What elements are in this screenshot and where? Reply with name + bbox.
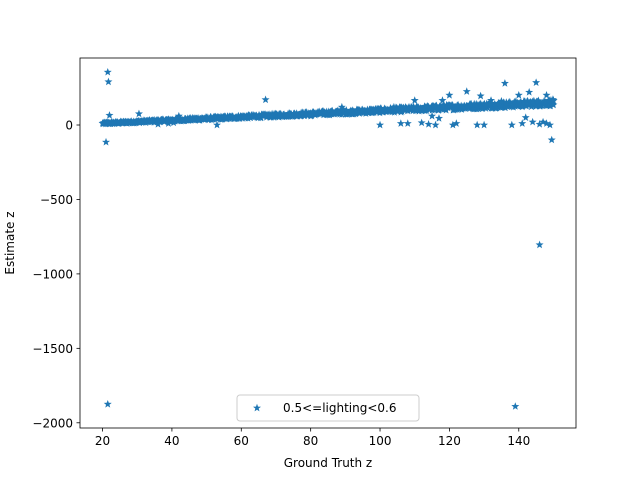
data-point	[476, 91, 485, 100]
data-point	[505, 97, 514, 106]
data-point	[549, 96, 558, 104]
data-point	[169, 118, 178, 127]
data-point	[521, 113, 530, 121]
data-point	[396, 119, 405, 127]
data-point	[535, 240, 544, 249]
x-tick-label: 80	[303, 434, 318, 448]
data-point	[410, 96, 419, 104]
data-point	[549, 100, 558, 109]
y-tick-label: −1000	[32, 267, 73, 281]
data-point	[213, 120, 221, 129]
y-axis-ticks: −2000 −1500 −1000 −500 0	[32, 119, 80, 430]
data-point	[545, 120, 554, 129]
data-point	[342, 106, 351, 114]
data-point	[102, 137, 111, 146]
data-point	[542, 91, 551, 99]
x-tick-label: 100	[369, 434, 392, 448]
data-point	[422, 106, 431, 114]
data-point	[445, 91, 454, 99]
legend: 0.5<=lighting<0.6	[236, 394, 420, 422]
data-point	[462, 87, 471, 95]
data-point	[473, 120, 482, 129]
data-point	[476, 99, 485, 108]
y-tick-label: 0	[65, 119, 73, 133]
data-point	[507, 120, 516, 129]
data-point	[337, 102, 346, 111]
data-point	[417, 118, 426, 127]
y-tick-label: −500	[40, 193, 73, 207]
data-point	[542, 119, 551, 127]
data-point	[544, 100, 553, 109]
data-point	[435, 114, 443, 122]
legend-marker	[253, 403, 261, 412]
data-point	[154, 120, 163, 128]
data-point	[500, 79, 509, 87]
data-point	[525, 88, 534, 96]
data-point	[375, 108, 384, 117]
data-point	[302, 108, 311, 116]
data-point	[448, 101, 457, 109]
data-point	[134, 109, 143, 118]
data-point	[428, 111, 437, 120]
data-point	[105, 111, 114, 119]
data-point	[511, 402, 520, 410]
data-point	[535, 120, 544, 128]
data-point	[403, 119, 412, 127]
data-points	[98, 67, 558, 410]
x-tick-label: 140	[507, 434, 530, 448]
data-point	[532, 78, 541, 86]
data-point	[389, 102, 398, 111]
y-tick-label: −1500	[32, 342, 73, 356]
data-point	[306, 111, 315, 120]
data-point	[292, 109, 301, 117]
x-axis-label: Ground Truth z	[284, 456, 372, 470]
x-axis-ticks: 20 40 60 80 100 120 140	[95, 428, 530, 448]
y-tick-label: −2000	[32, 416, 73, 430]
data-point	[376, 120, 385, 129]
data-point	[480, 120, 489, 129]
legend-label: 0.5<=lighting<0.6	[283, 401, 396, 415]
data-point	[511, 97, 520, 105]
data-point	[452, 119, 461, 127]
data-point	[103, 399, 112, 408]
data-point	[497, 96, 506, 105]
data-point	[442, 105, 451, 114]
data-point	[516, 97, 525, 106]
data-point	[448, 120, 457, 129]
data-point	[466, 99, 475, 108]
data-point	[528, 117, 537, 126]
data-point	[261, 95, 270, 104]
x-tick-label: 40	[164, 434, 179, 448]
data-point	[518, 119, 527, 127]
data-point	[103, 67, 112, 76]
data-point	[164, 119, 173, 127]
y-axis-label: Estimate z	[3, 211, 17, 274]
data-point	[104, 77, 113, 86]
data-point	[424, 120, 433, 128]
data-point	[487, 96, 496, 104]
data-point	[174, 111, 183, 120]
x-tick-label: 20	[95, 434, 110, 448]
data-point	[547, 135, 556, 144]
data-point	[438, 96, 447, 104]
data-point	[431, 120, 440, 129]
data-point	[358, 105, 367, 114]
plot-frame	[79, 57, 577, 429]
data-point	[539, 117, 548, 126]
legend-box	[236, 394, 420, 422]
x-tick-label: 60	[234, 434, 249, 448]
data-point	[147, 117, 156, 126]
data-point	[439, 101, 448, 109]
x-tick-label: 120	[438, 434, 461, 448]
data-point	[514, 91, 523, 99]
